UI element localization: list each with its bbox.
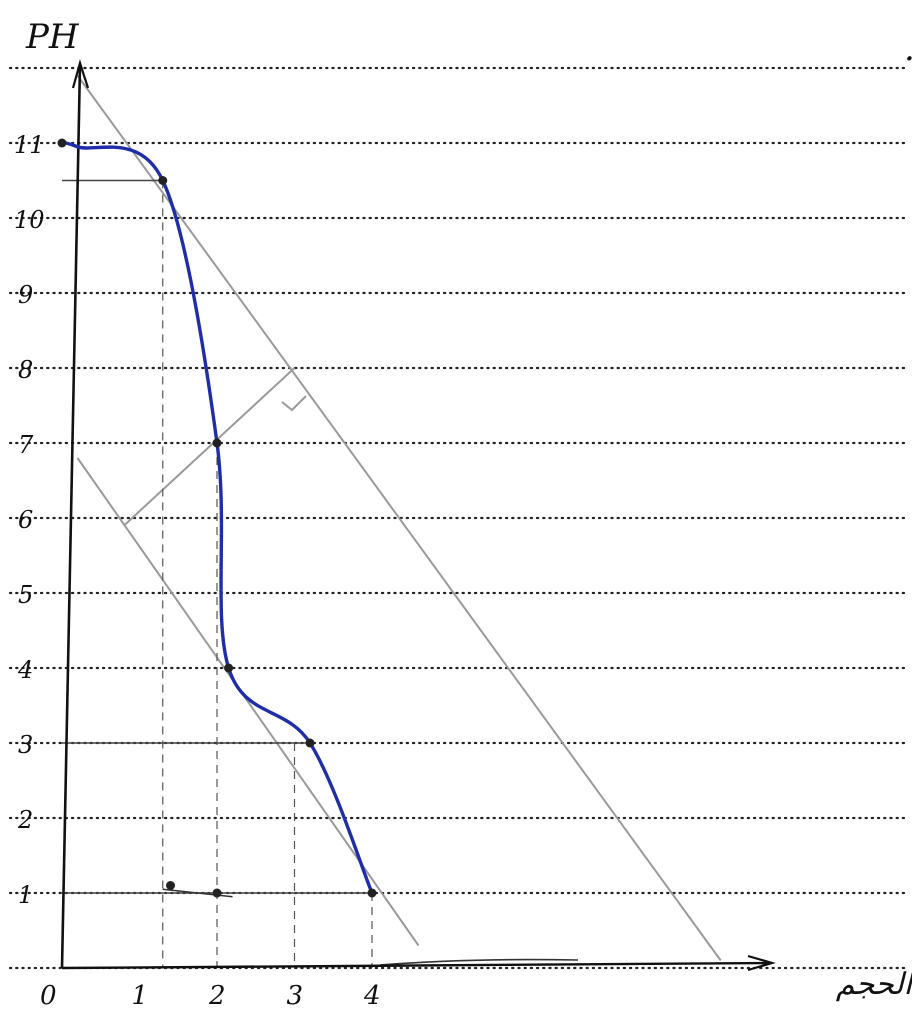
horizontal-drop-line — [162, 888, 233, 898]
data-point — [367, 888, 377, 898]
axes — [60, 59, 776, 972]
data-point — [305, 738, 315, 748]
y-tick-label: 2 — [17, 806, 33, 834]
x-tick-label: 0 — [40, 981, 57, 1011]
x-axis-underline — [379, 958, 579, 966]
y-tick-label: 7 — [18, 431, 34, 459]
y-tick-label: 1 — [18, 881, 33, 909]
x-tick-label: 3 — [287, 981, 304, 1011]
y-tick-label: 8 — [18, 356, 33, 384]
x-axis-label: الحجم — [836, 967, 912, 1002]
construction-line — [123, 367, 296, 527]
x-axis-line — [61, 961, 771, 970]
ruled-lines — [8, 66, 907, 970]
marked-points — [57, 138, 377, 898]
right-angle-mark-icon — [281, 395, 307, 412]
x-axis-arrow-icon — [747, 954, 776, 972]
y-tick-label: 9 — [18, 281, 33, 309]
data-point — [158, 176, 168, 185]
data-point — [212, 438, 222, 448]
x-tick-labels: 0 1 2 3 4 — [40, 981, 381, 1011]
page-title: نحضر مثلاً هيدروكسيد الصوديوم. — [904, 26, 912, 69]
data-point — [224, 663, 234, 673]
y-tick-labels: 1 2 3 4 5 6 7 8 9 10 11 — [14, 131, 45, 909]
data-point — [166, 881, 175, 890]
x-tick-label: 2 — [208, 981, 226, 1011]
y-tick-label: 5 — [18, 581, 33, 609]
y-tick-label: 10 — [14, 206, 45, 234]
y-tick-label: 3 — [18, 731, 33, 759]
y-tick-label: 11 — [14, 131, 45, 159]
data-point — [212, 888, 222, 898]
y-tick-label: 4 — [17, 656, 33, 684]
x-tick-label: 4 — [363, 981, 381, 1011]
y-axis-arrow-icon — [71, 59, 90, 89]
y-axis-label: PH — [25, 17, 80, 57]
y-axis-line — [60, 64, 82, 969]
x-tick-label: 1 — [132, 981, 149, 1011]
construction-line — [76, 74, 722, 962]
y-tick-label: 6 — [18, 506, 33, 534]
data-point — [57, 138, 67, 148]
